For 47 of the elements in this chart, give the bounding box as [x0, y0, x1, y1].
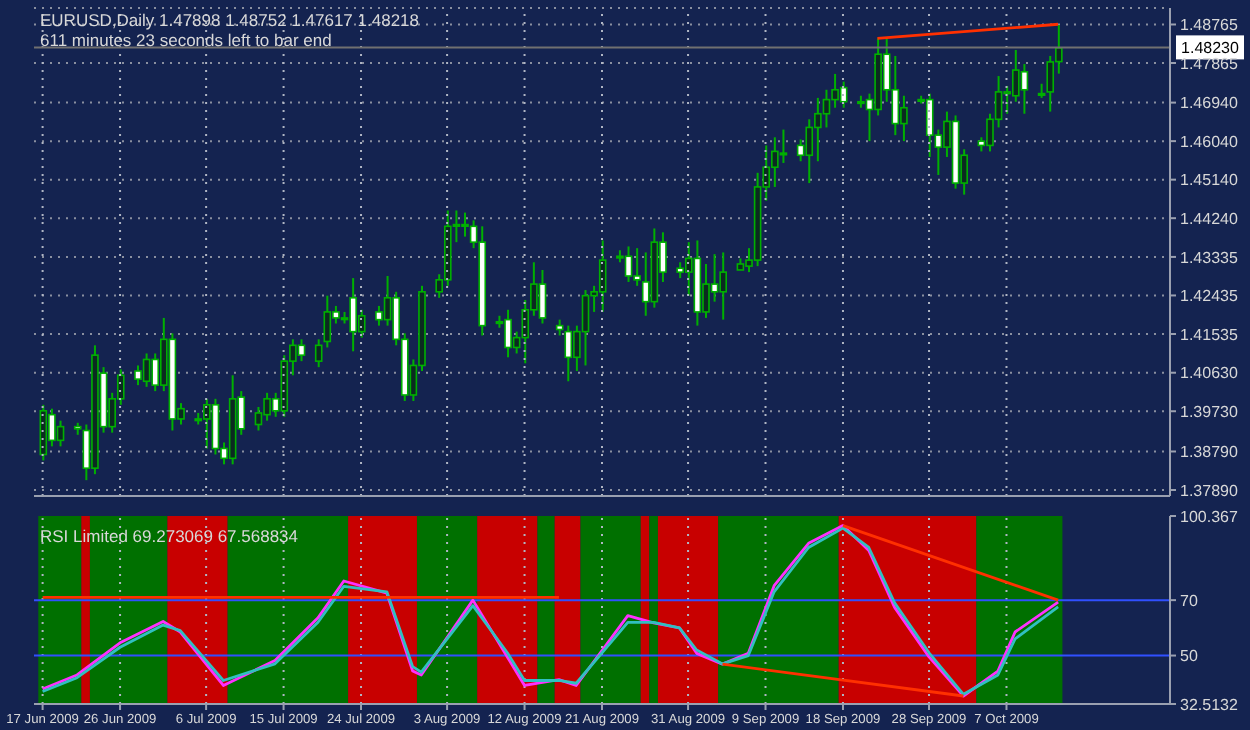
chart-title: EURUSD,Daily 1.47898 1.48752 1.47617 1.48218: [40, 10, 419, 30]
candlestick: [805, 118, 814, 185]
candlestick: [702, 262, 710, 319]
y-tick-label: 50: [1180, 647, 1199, 666]
y-tick-label: 1.43335: [1180, 248, 1239, 267]
candlestick: [142, 352, 151, 388]
candlestick: [375, 304, 383, 327]
candlestick: [211, 397, 220, 456]
candlestick: [779, 128, 788, 164]
candlestick: [822, 88, 831, 129]
y-tick-label: 1.46940: [1180, 94, 1239, 113]
y-tick-label: 100.367: [1180, 507, 1239, 526]
candlestick: [1020, 63, 1029, 115]
candlestick: [719, 251, 728, 321]
y-tick-label: 1.44240: [1180, 209, 1239, 228]
candlestick: [461, 211, 469, 238]
candlestick: [564, 324, 573, 383]
candlestick: [624, 245, 633, 283]
candlestick: [263, 391, 271, 422]
candlestick: [633, 247, 641, 287]
candlestick: [891, 54, 900, 137]
candlestick: [900, 94, 908, 143]
candlestick: [56, 419, 65, 448]
candlestick: [598, 239, 607, 313]
text: 611 minutes 23 seconds left to bar end: [40, 30, 334, 50]
y-tick-label: 1.48765: [1180, 16, 1239, 35]
y-tick-label: 1.45140: [1180, 171, 1239, 190]
y-tick-label: 70: [1180, 591, 1199, 610]
candlestick: [831, 72, 839, 109]
candlestick: [297, 338, 306, 363]
y-tick-label: 1.47865: [1180, 54, 1239, 73]
candlestick: [48, 407, 56, 448]
candlestick: [254, 405, 263, 432]
candlestick: [134, 364, 142, 387]
y-tick-label: 1.39730: [1180, 402, 1239, 421]
candlestick: [538, 268, 547, 325]
y-tick-label: 1.37890: [1180, 481, 1239, 500]
candlestick: [504, 308, 512, 359]
candlestick: [1046, 54, 1055, 113]
candlestick: [581, 289, 590, 367]
y-tick-label: 1.40630: [1180, 364, 1239, 383]
y-tick-label: 1.38790: [1180, 443, 1239, 462]
y-tick-label: 1.42435: [1180, 287, 1239, 306]
ref-line-label: 1.48230: [1181, 39, 1241, 58]
y-tick-label: 1.41535: [1180, 325, 1239, 344]
y-tick-label: 1.46040: [1180, 132, 1239, 151]
y-tick-label: 32.5132: [1180, 695, 1239, 714]
